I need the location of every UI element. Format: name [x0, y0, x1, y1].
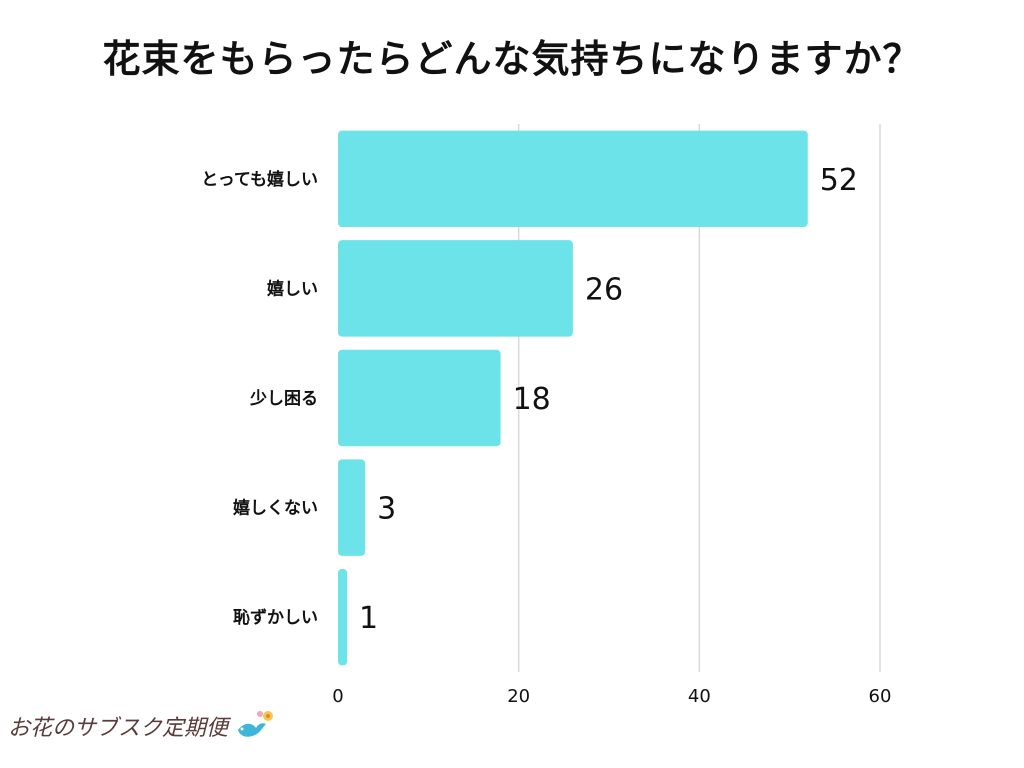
value-label: 26 — [585, 272, 623, 307]
labels: 0 20 40 60 とっても嬉しい 52 嬉しい 26 少し困る 18 嬉しくない 3 恥ずかしい 1 — [201, 163, 891, 707]
bars — [338, 130, 808, 666]
value-label: 18 — [513, 382, 551, 417]
value-label: 3 — [377, 492, 396, 527]
x-tick-label: 40 — [688, 686, 711, 707]
chart-title: 花束をもらったらどんな気持ちになりますか？ — [102, 37, 922, 81]
bar — [338, 459, 366, 556]
x-tick-label: 0 — [332, 686, 343, 707]
brand-logo-text: お花のサブスク定期便 — [8, 716, 229, 741]
value-label: 1 — [359, 601, 378, 636]
bar — [338, 240, 573, 337]
x-tick-label: 60 — [869, 686, 892, 707]
category-label: 嬉しい — [266, 278, 318, 299]
bar — [338, 349, 501, 447]
brand-logo: お花のサブスク定期便 — [8, 706, 276, 746]
category-label: 恥ずかしい — [233, 608, 318, 628]
category-label: とっても嬉しい — [201, 169, 318, 190]
category-label: 嬉しくない — [232, 498, 318, 519]
category-label: 少し困る — [249, 389, 318, 409]
bird-flower-icon — [238, 711, 274, 737]
bar — [338, 568, 348, 666]
bar — [338, 130, 808, 228]
value-label: 52 — [820, 163, 858, 198]
x-tick-label: 20 — [507, 686, 530, 707]
